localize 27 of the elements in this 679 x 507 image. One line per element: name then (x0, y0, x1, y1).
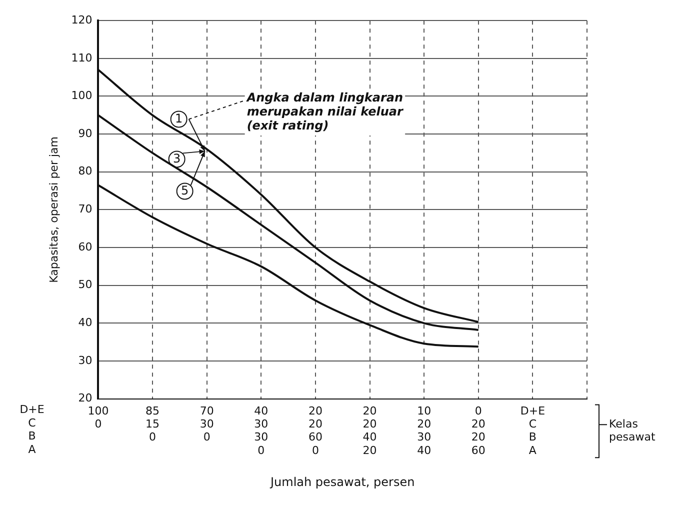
y-tick-label: 90 (78, 126, 92, 140)
y-tick-label: 60 (78, 240, 92, 254)
x-tick-label: 10 20 30 40 (417, 404, 432, 457)
annotation: 3 (173, 151, 181, 166)
y-tick-label: 30 (78, 354, 92, 367)
x-axis-title: Jumlah pesawat, persen (269, 474, 415, 489)
x-tick-label: 0 20 20 60 (471, 404, 486, 457)
annotation: Angka dalam lingkaran merupakan nilai keluar (exit rating) (246, 90, 404, 133)
y-axis-title: Kapasitas, operasi per jam (47, 136, 60, 283)
text: Kelas pesawat (609, 417, 656, 444)
y-tick-label: 40 (78, 316, 92, 330)
y-tick-label: 100 (71, 89, 92, 102)
y-tick-label: 120 (71, 13, 92, 26)
x-tick-label: 100 0 (88, 404, 109, 430)
annotation: 1 (175, 111, 183, 126)
x-tick-label: 85 15 0 (146, 404, 160, 444)
annotation: 5 (181, 183, 189, 198)
y-tick-label: 80 (78, 164, 92, 178)
y-tick-label: 20 (78, 392, 92, 405)
x-tick-label: 20 20 40 20 (362, 404, 377, 457)
x-tick-label: 20 20 60 0 (308, 404, 322, 457)
y-tick-label: 110 (71, 51, 92, 64)
y-tick-label: 70 (78, 202, 92, 216)
x-tick-label: 70 30 0 (200, 404, 214, 444)
x-tick-label: D+E C B A (520, 404, 546, 457)
y-tick-label: 50 (78, 278, 92, 292)
x-tick-label: 40 30 30 0 (254, 404, 268, 457)
